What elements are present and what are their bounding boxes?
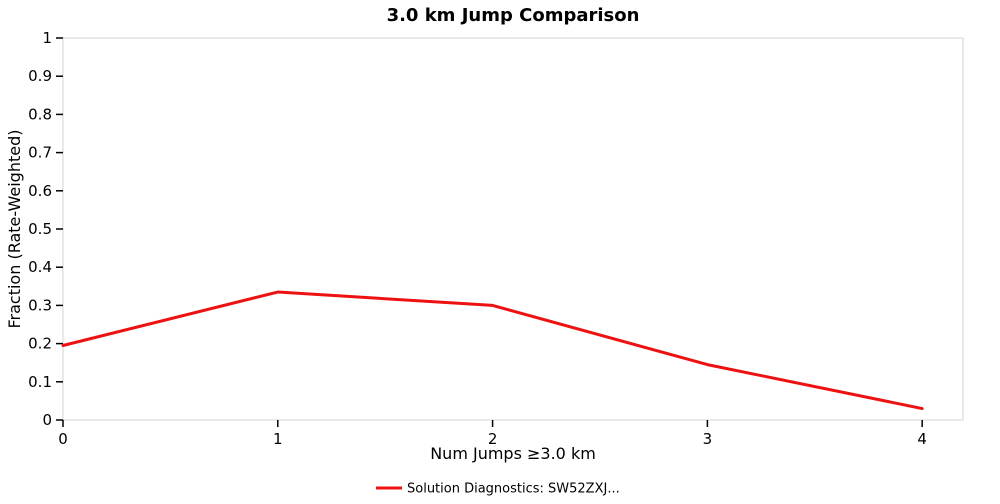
y-tick-label: 0 [42,411,52,429]
y-tick-label: 0.6 [28,182,52,200]
legend: Solution Diagnostics: SW52ZXJ... [376,482,620,497]
chart-title: 3.0 km Jump Comparison [387,5,640,26]
y-tick-label: 0.9 [28,67,52,85]
y-tick-label: 0.7 [28,144,52,162]
plot-border [62,37,964,421]
x-tick-label: 4 [917,430,927,448]
x-tick-label: 3 [703,430,713,448]
y-tick-label: 0.2 [28,335,52,353]
y-tick-label: 0.1 [28,373,52,391]
x-axis-label: Num Jumps ≥3.0 km [430,444,596,463]
y-axis-label: Fraction (Rate-Weighted) [5,130,24,329]
x-tick-label: 2 [488,430,498,448]
y-tick-label: 0.4 [28,258,52,276]
y-tick-label: 0.5 [28,220,52,238]
y-tick-label: 0.3 [28,296,52,314]
plot-area: 0 0.1 0.2 0.3 0.4 0.5 0.6 0.7 0.8 0.9 1 0 1 2 3 4 [28,29,964,448]
legend-label: Solution Diagnostics: SW52ZXJ... [407,482,620,497]
y-tick-label: 0.8 [28,105,52,123]
y-tick-label: 1 [42,29,52,47]
series-line [61,290,924,411]
x-tick-label: 0 [58,430,68,448]
x-tick-label: 1 [273,430,283,448]
